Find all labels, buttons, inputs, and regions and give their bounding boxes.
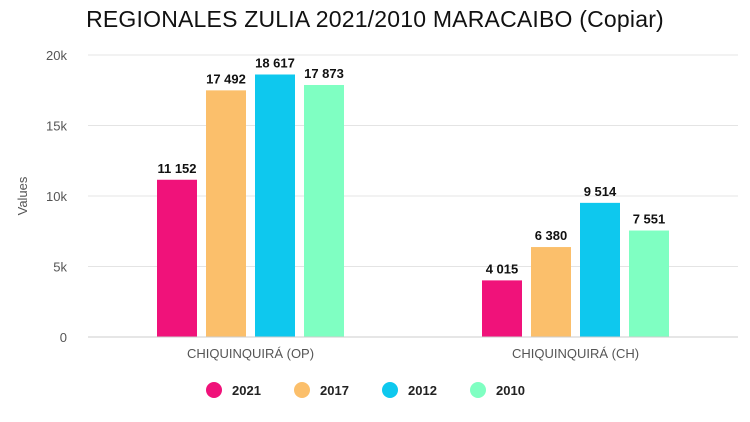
x-category-label: CHIQUINQUIRÁ (OP) (187, 346, 314, 361)
legend-swatch (382, 382, 398, 398)
chart-title: REGIONALES ZULIA 2021/2010 MARACAIBO (Co… (86, 6, 664, 32)
legend: 2021 2017 2012 2010 (206, 382, 525, 398)
x-axis-categories: CHIQUINQUIRÁ (OP) CHIQUINQUIRÁ (CH) (187, 346, 639, 361)
bar-2010-1 (629, 230, 669, 337)
legend-swatch (470, 382, 486, 398)
legend-item-2010[interactable]: 2010 (470, 382, 525, 398)
data-label: 17 873 (304, 66, 344, 81)
y-axis-ticks: 0 5k 10k 15k 20k (46, 48, 67, 345)
y-tick-label: 5k (53, 260, 67, 275)
bar-2017-0 (206, 90, 246, 338)
data-label: 7 551 (633, 212, 666, 227)
bar-2017-1 (531, 247, 571, 337)
bar-2021-1 (482, 280, 522, 337)
y-tick-label: 15k (46, 119, 67, 134)
bar-2021-0 (157, 179, 197, 337)
bar-2012-1 (580, 202, 620, 337)
legend-item-2017[interactable]: 2017 (294, 382, 349, 398)
data-label: 11 152 (157, 161, 196, 176)
bar-2010-0 (304, 84, 344, 338)
data-label: 17 492 (206, 71, 246, 86)
x-category-label: CHIQUINQUIRÁ (CH) (512, 346, 639, 361)
y-tick-label: 10k (46, 189, 67, 204)
legend-item-2012[interactable]: 2012 (382, 382, 437, 398)
data-labels: 11 152 17 492 18 617 17 873 4 015 6 380 9 514 7… (157, 56, 665, 277)
data-label: 9 514 (584, 184, 617, 199)
bars (157, 74, 669, 338)
legend-swatch (206, 382, 222, 398)
legend-label: 2017 (320, 383, 349, 398)
legend-item-2021[interactable]: 2021 (206, 382, 261, 398)
legend-label: 2021 (232, 383, 261, 398)
bar-2012-0 (255, 74, 295, 337)
data-label: 18 617 (255, 56, 295, 71)
y-tick-label: 20k (46, 48, 67, 63)
legend-swatch (294, 382, 310, 398)
y-tick-label: 0 (60, 330, 67, 345)
data-label: 6 380 (535, 228, 568, 243)
data-label: 4 015 (486, 261, 519, 276)
legend-label: 2012 (408, 383, 437, 398)
legend-label: 2010 (496, 383, 525, 398)
y-axis-title: Values (15, 176, 30, 215)
